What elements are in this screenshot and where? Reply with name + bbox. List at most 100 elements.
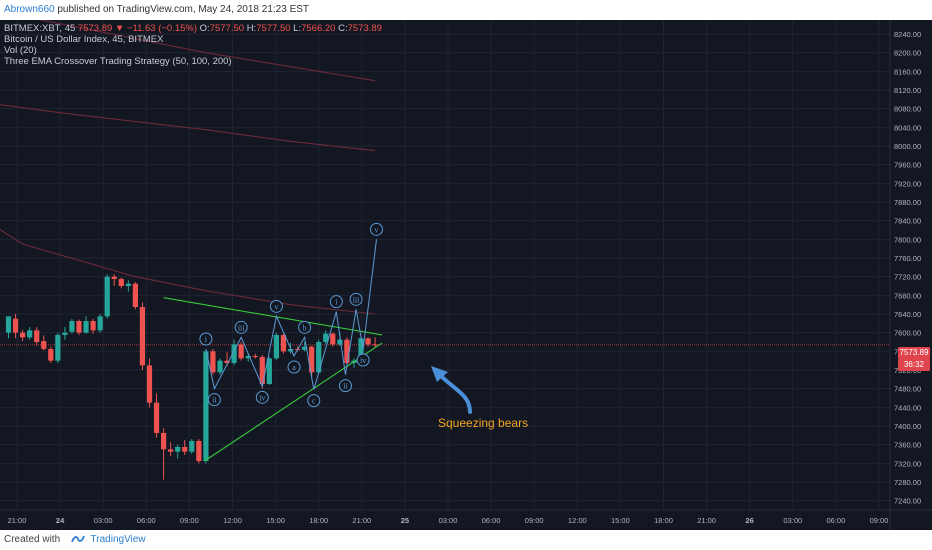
x-axis-tick-label: 15:00 [266,516,285,525]
candle-body [118,279,124,286]
trendline [163,297,383,336]
wave-label-circle [269,299,283,313]
x-axis-tick-label: 06:00 [482,516,501,525]
annotation-arrow [438,373,472,414]
y-axis-tick-label: 8000.00 [894,142,921,151]
candle-body [83,321,89,333]
candle-body [139,307,146,366]
candle-body [245,356,251,359]
candle-body [153,402,160,433]
change-arrow-icon: ▼ [114,23,125,34]
last-price: 7573.89 [77,23,113,34]
x-axis-tick-label: 09:00 [870,516,889,525]
candle-body [344,339,350,363]
trendline [204,342,383,462]
candle-body [125,283,131,286]
wave-path [205,239,377,391]
y-axis-tick-label: 7800.00 [894,235,921,244]
wave-label: b [303,323,307,332]
wave-label: v [375,225,379,234]
strategy-indicator-label[interactable]: Three EMA Crossover Trading Strategy (50… [4,56,232,67]
candle-body [217,360,223,373]
candle-body [69,321,75,332]
candle-body [41,341,47,349]
wave-label: ii [212,396,217,405]
high-label: H: [246,23,257,34]
wave-label-circle [199,332,213,346]
publish-info: published on TradingView.com, May 24, 20… [57,4,310,15]
x-axis-tick-label: 26 [746,516,754,525]
wave-label-circle [356,353,370,367]
symbol-name[interactable]: BITMEX:XBT, 45 [4,23,76,34]
wave-label: iv [259,393,265,402]
tradingview-brand[interactable]: TradingView [90,534,146,545]
close-label: C: [338,23,348,34]
close-value: 7573.89 [347,23,382,34]
x-axis-tick-label: 03:00 [783,516,802,525]
candle-body [337,339,343,345]
candle-body [266,358,272,384]
wave-label: iii [353,295,360,304]
bar-countdown-tag: 36:32 [898,359,930,371]
wave-label-circle [349,292,363,306]
annotation-text: Squeezing bears [438,416,529,430]
y-axis-tick-label: 7320.00 [894,459,921,468]
x-axis-tick-label: 06:00 [827,516,846,525]
candlestick-chart[interactable]: 7240.00 7280.00 7320.00 7360.00 7400.00 7440.… [0,20,932,530]
candle-body [309,346,315,373]
candle-body [203,351,209,461]
candle-body [182,447,188,452]
x-axis-tick-label: 25 [401,516,409,525]
candle-body [175,447,181,452]
y-axis-tick-label: 7480.00 [894,385,921,394]
wave-label: a [292,363,296,372]
x-axis-tick-label: 12:00 [568,516,587,525]
y-axis-tick-label: 8200.00 [894,49,921,58]
candle-body [20,332,26,338]
low-label: L: [293,23,302,34]
chart-area[interactable]: 7240.00 7280.00 7320.00 7360.00 7400.00 7440.… [0,20,932,530]
wave-label: c [312,397,316,406]
candle-body [259,356,265,384]
wave-label: ii [343,382,348,391]
x-axis-tick-label: 18:00 [309,516,328,525]
y-axis-tick-label: 8040.00 [894,123,921,132]
candle-body [55,335,61,361]
candle-body [34,330,40,342]
x-axis-tick-label: 09:00 [180,516,199,525]
volume-indicator-label[interactable]: Vol (20) [4,45,37,56]
candle-body [168,449,174,452]
candle-body [5,316,12,333]
y-axis-tick-label: 7840.00 [894,217,921,226]
candle-body [252,356,258,357]
x-axis-tick-label: 15:00 [611,516,630,525]
candle-body [365,338,371,345]
wave-label-circle [298,320,312,334]
x-axis-tick-label: 18:00 [654,516,673,525]
y-axis-tick-label: 7760.00 [894,254,921,263]
y-axis-tick-label: 8240.00 [894,30,921,39]
price-change: −11.63 (−0.15%) [126,23,198,34]
candle-body [146,365,153,403]
chart-title: Bitcoin / US Dollar Index, 45, BITMEX [4,34,164,45]
y-axis-tick-label: 7640.00 [894,310,921,319]
x-axis-tick-label: 21:00 [697,516,716,525]
candle-body [189,440,195,452]
candle-body [104,276,110,317]
high-value: 7577.50 [256,23,291,34]
candle-body [323,333,329,342]
wave-label: i [335,298,338,307]
x-axis-tick-label: 21:00 [352,516,371,525]
y-axis-tick-label: 8160.00 [894,67,921,76]
candle-body [330,333,336,345]
candle-body [111,276,117,279]
x-axis-tick-label: 09:00 [525,516,544,525]
candle-body [231,344,237,363]
y-axis-tick-label: 7240.00 [894,497,921,506]
y-axis-tick-label: 7440.00 [894,403,921,412]
y-axis-tick-label: 7360.00 [894,441,921,450]
author-name[interactable]: Abrown660 [4,4,55,15]
y-axis-tick-label: 7880.00 [894,198,921,207]
ema-line [0,104,376,152]
candle-body [76,321,82,333]
